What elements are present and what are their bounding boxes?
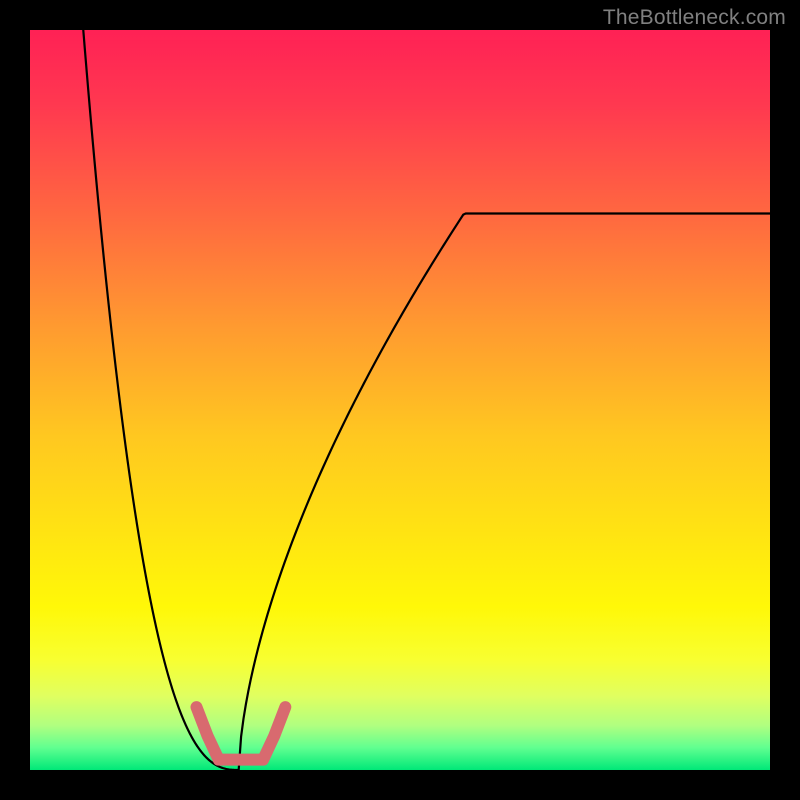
plot-area: [30, 30, 770, 770]
chart-frame: TheBottleneck.com: [0, 0, 800, 800]
gradient-background: [30, 30, 770, 770]
plot-svg: [30, 30, 770, 770]
watermark-label: TheBottleneck.com: [603, 6, 786, 30]
